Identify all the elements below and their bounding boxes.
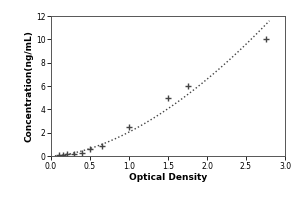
X-axis label: Optical Density: Optical Density xyxy=(129,173,207,182)
Y-axis label: Concentration(ng/mL): Concentration(ng/mL) xyxy=(24,30,33,142)
